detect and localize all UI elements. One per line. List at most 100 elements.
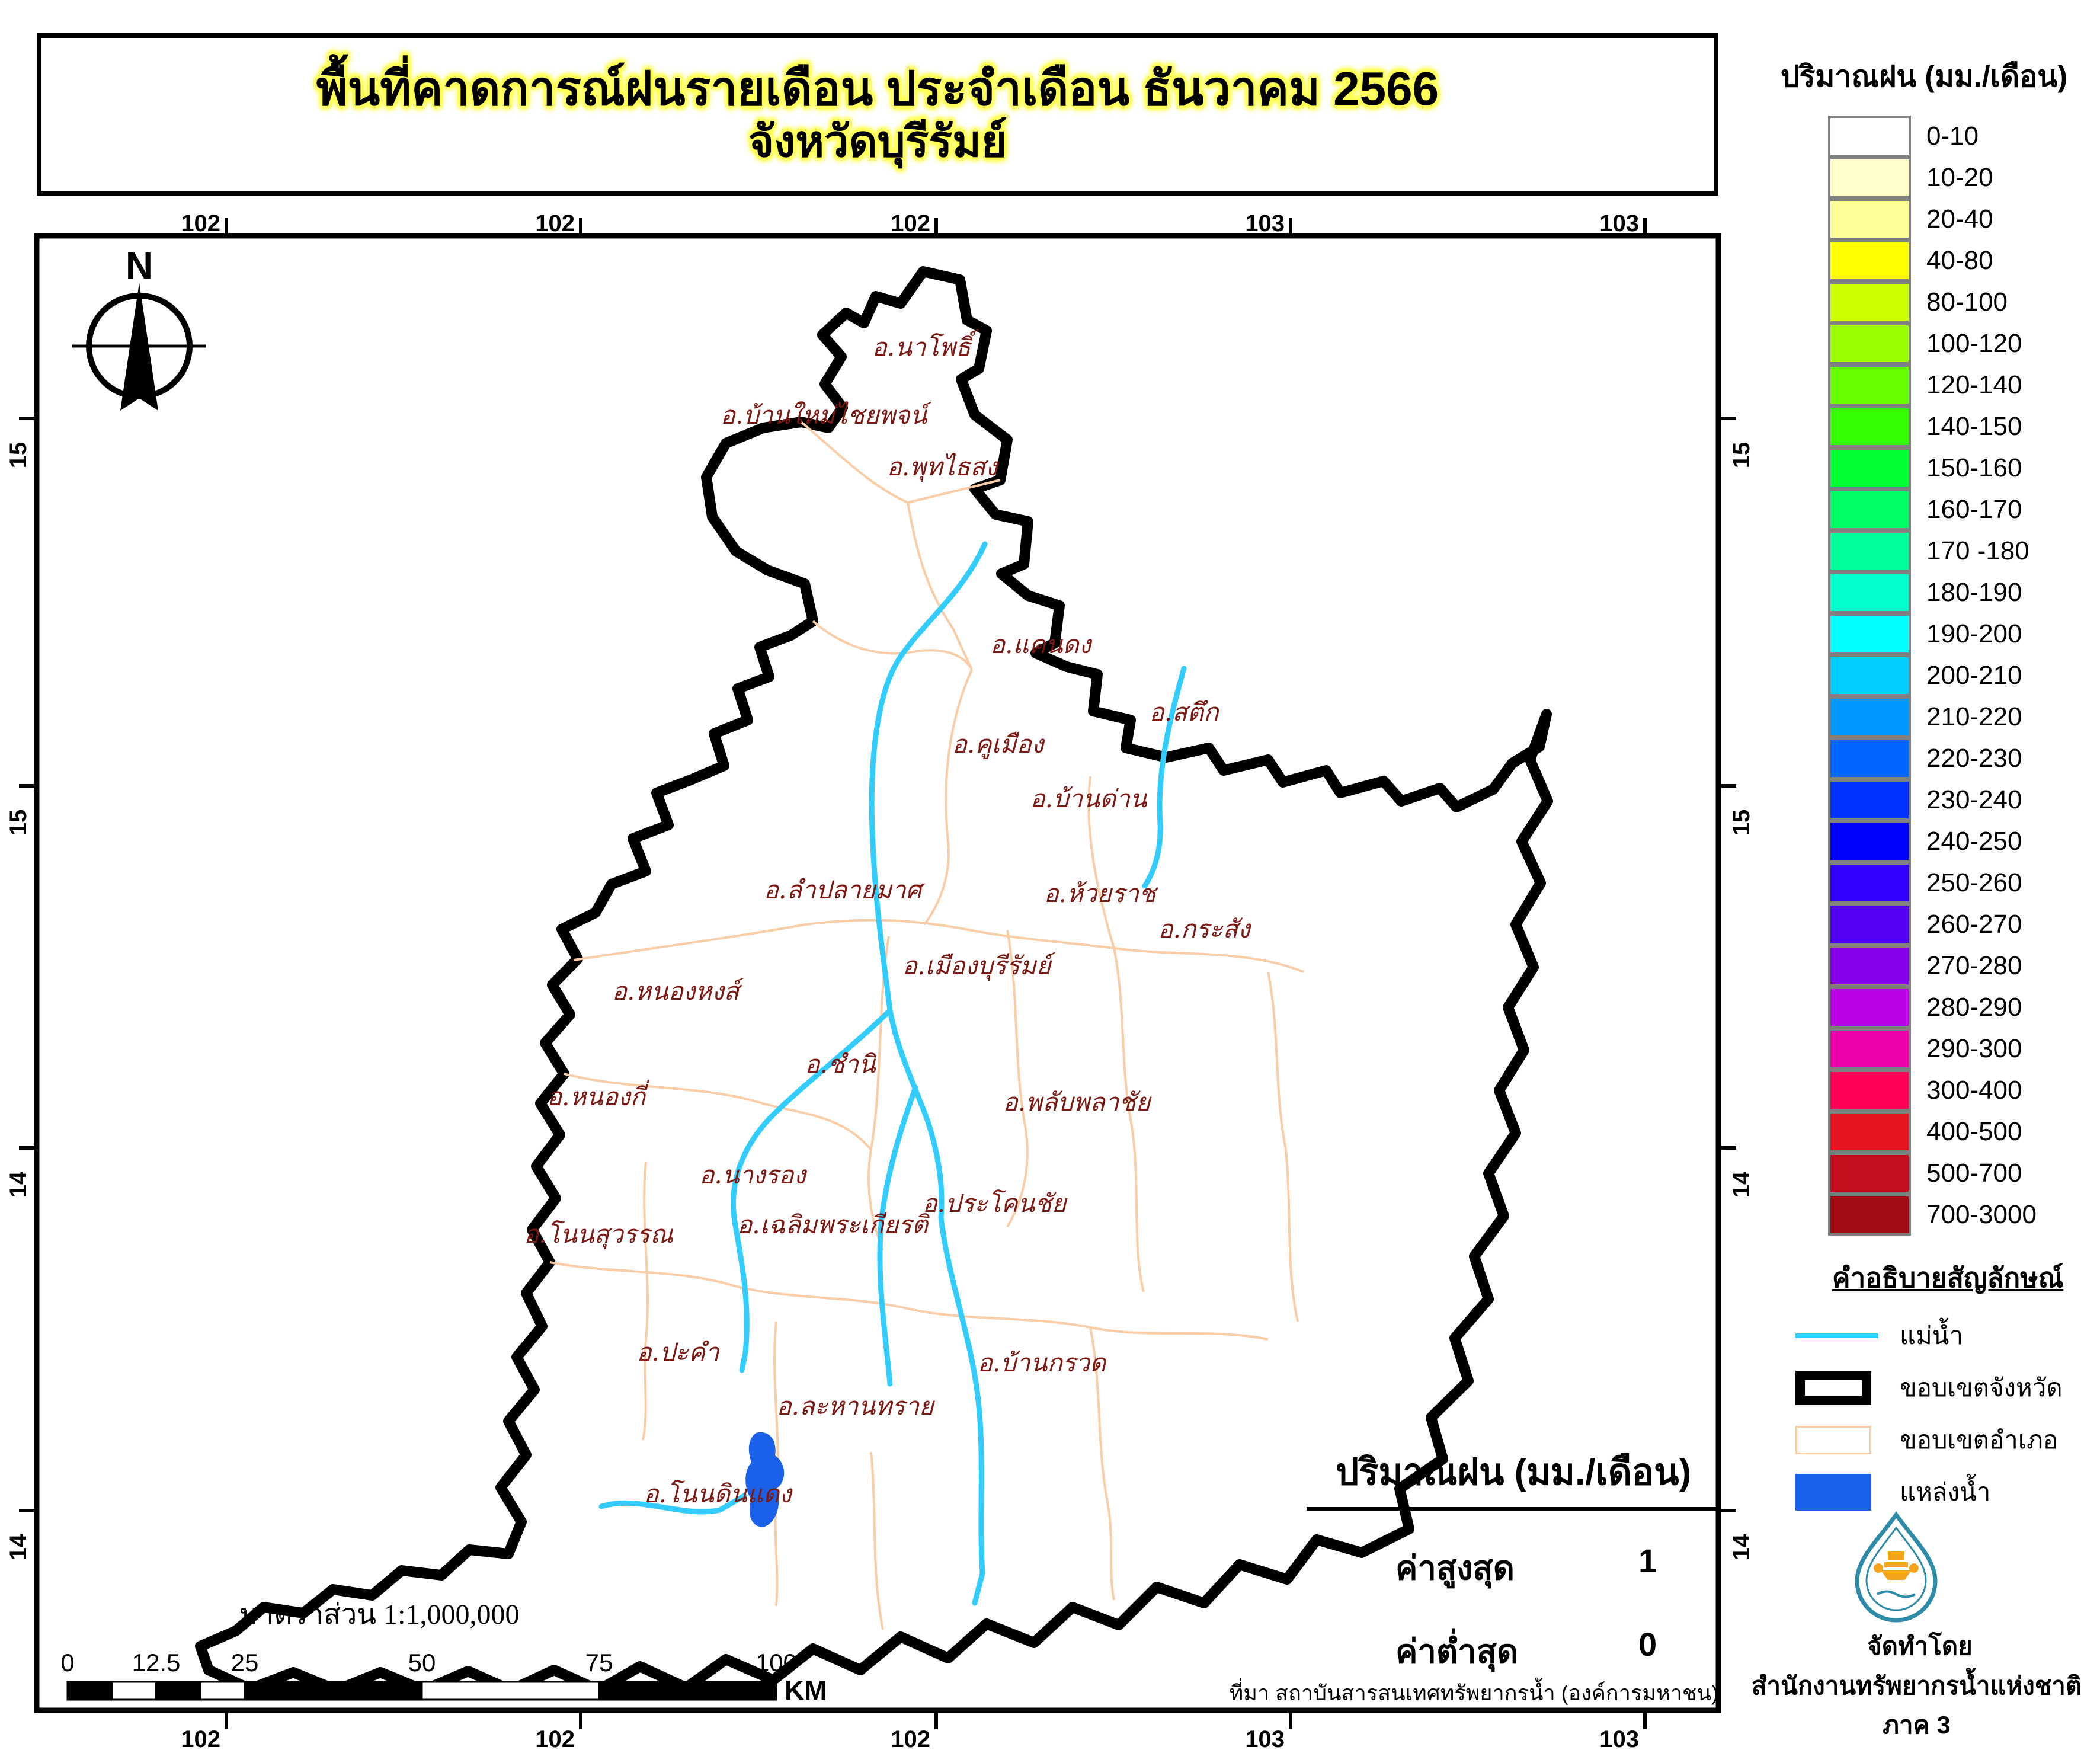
map-subtitle: จังหวัดบุรีรัมย์ [748, 117, 1007, 167]
legend-label-district: ขอบเขตอำเภอ [1900, 1426, 2059, 1454]
tick-label-left: 15 [5, 442, 31, 469]
district-label: อ.นางรอง [699, 1160, 807, 1189]
compass: N [72, 244, 206, 411]
legend-label-river: แม่น้ำ [1900, 1322, 1964, 1349]
title-box: พื้นที่คาดการณ์ฝนรายเดือน ประจำเดือน ธัน… [37, 33, 1718, 196]
legend-label-water: แหล่งน้ำ [1900, 1478, 1991, 1506]
colorbar-row: 10-20 [1828, 157, 2037, 199]
tick-label-right: 15 [1728, 442, 1755, 469]
colorbar-row: 80-100 [1828, 281, 2037, 323]
colorbar-label: 0-10 [1926, 121, 1979, 151]
water-swatch-icon [1795, 1474, 1871, 1511]
compass-needle-icon [120, 283, 158, 411]
colorbar-row: 240-250 [1828, 821, 2037, 862]
colorbar-label: 40-80 [1926, 246, 1993, 275]
colorbar-swatch [1828, 572, 1911, 613]
colorbar-swatch [1828, 945, 1911, 987]
district-label: อ.เฉลิมพระเกียรติ [737, 1210, 930, 1239]
rainfall-stats: ปริมาณฝน (มม./เดือน) ค่าสูงสุด 1 ค่าต่ำส… [1307, 1443, 1720, 1678]
colorbar-label: 160-170 [1926, 495, 2022, 524]
colorbar-swatch [1828, 447, 1911, 489]
district-label: อ.ห้วยราช [1043, 879, 1158, 908]
tick-label-top: 102 [535, 210, 575, 236]
river-segment [731, 1007, 893, 1373]
colorbar-swatch [1828, 613, 1911, 655]
district-label: อ.ลำปลายมาศ [764, 875, 926, 904]
tick-label-top: 102 [181, 210, 220, 236]
scalebar-segment [598, 1681, 777, 1701]
colorbar-swatch [1828, 1194, 1911, 1236]
colorbar-row: 400-500 [1828, 1111, 2037, 1153]
river-segment [598, 1493, 747, 1515]
legend-row-district: ขอบเขตอำเภอ [1795, 1421, 2100, 1460]
district-label: อ.บ้านใหม่ไชยพจน์ [721, 401, 932, 430]
district-label: อ.พลับพลาชัย [1003, 1087, 1152, 1116]
district-label: อ.บ้านด่าน [1030, 784, 1147, 813]
colorbar-swatch [1828, 240, 1911, 281]
colorbar-swatch [1828, 406, 1911, 447]
colorbar-row: 190-200 [1828, 613, 2037, 655]
scalebar-tick-label: 50 [408, 1649, 436, 1677]
colorbar-label: 200-210 [1926, 661, 2022, 690]
symbol-legend: คำอธิบายสัญลักษณ์ แม่น้ำ ขอบเขตจังหวัด ข… [1795, 1256, 2100, 1525]
colorbar-row: 120-140 [1828, 364, 2037, 406]
colorbar-row: 170 -180 [1828, 530, 2037, 572]
colorbar-swatch [1828, 1070, 1911, 1111]
stats-row-max: ค่าสูงสุด 1 [1307, 1541, 1720, 1594]
tick-label-bottom: 102 [891, 1726, 930, 1750]
colorbar-row: 150-160 [1828, 447, 2037, 489]
colorbar-swatch [1828, 987, 1911, 1028]
scalebar-segment [111, 1681, 157, 1701]
colorbar-swatch [1828, 655, 1911, 696]
colorbar: 0-10 10-20 20-40 40-80 80-100 100-120 120-140 1… [1828, 116, 2037, 1236]
tick-label-top: 103 [1245, 210, 1285, 236]
district-label: อ.โนนสุวรรณ [524, 1220, 674, 1249]
colorbar-swatch [1828, 904, 1911, 945]
colorbar-label: 20-40 [1926, 204, 1993, 233]
colorbar-label: 280-290 [1926, 993, 2022, 1022]
data-source: ที่มา สถาบันสารสนเทศทรัพยากรน้ำ (องค์การ… [1229, 1681, 1718, 1705]
stats-row-min: ค่าต่ำสุด 0 [1307, 1625, 1720, 1678]
scalebar-segment [199, 1681, 246, 1701]
colorbar-row: 250-260 [1828, 862, 2037, 904]
colorbar-label: 210-220 [1926, 702, 2022, 731]
river-swatch-icon [1795, 1333, 1878, 1338]
colorbar-label: 250-260 [1926, 868, 2022, 897]
river-segment [877, 1084, 918, 1387]
colorbar-swatch [1828, 1028, 1911, 1070]
legend-row-province: ขอบเขตจังหวัด [1795, 1368, 2100, 1407]
district-label: อ.นาโพธิ์ [872, 329, 979, 361]
colorbar-row: 180-190 [1828, 572, 2037, 613]
colorbar-label: 270-280 [1926, 951, 2022, 980]
scalebar-tick-label: 75 [585, 1649, 613, 1677]
colorbar-swatch [1828, 157, 1911, 199]
scalebar-tick-label: 25 [231, 1649, 259, 1677]
tick-label-bottom: 103 [1599, 1726, 1639, 1750]
colorbar-swatch [1828, 281, 1911, 323]
colorbar-label: 220-230 [1926, 744, 2022, 773]
scalebar-unit: KM [785, 1675, 827, 1706]
colorbar-swatch [1828, 116, 1911, 157]
colorbar-title: ปริมาณฝน (มม./เดือน) [1780, 60, 2068, 93]
colorbar-row: 0-10 [1828, 116, 2037, 157]
scalebar-segment [155, 1681, 201, 1701]
scalebar-segment [66, 1681, 113, 1701]
min-label: ค่าต่ำสุด [1395, 1633, 1519, 1670]
tick-label-right: 14 [1728, 1534, 1755, 1560]
water-body [745, 1432, 785, 1527]
colorbar-label: 190-200 [1926, 619, 2022, 648]
tick-label-left: 15 [5, 810, 31, 836]
colorbar-swatch [1828, 199, 1911, 240]
map-title: พื้นที่คาดการณ์ฝนรายเดือน ประจำเดือน ธัน… [316, 62, 1439, 116]
district-label: อ.ปะคำ [636, 1338, 720, 1367]
colorbar-label: 300-400 [1926, 1076, 2022, 1105]
scalebar-segment [421, 1681, 600, 1701]
colorbar-label: 80-100 [1926, 287, 2008, 316]
colorbar-label: 230-240 [1926, 785, 2022, 814]
district-labels: อ.นาโพธิ์อ.บ้านใหม่ไชยพจน์อ.พุทไธสงอ.แคน… [524, 329, 1251, 1508]
tick-label-bottom: 102 [181, 1726, 220, 1750]
colorbar-row: 700-3000 [1828, 1194, 2037, 1236]
colorbar-swatch [1828, 862, 1911, 904]
colorbar-row: 280-290 [1828, 987, 2037, 1028]
